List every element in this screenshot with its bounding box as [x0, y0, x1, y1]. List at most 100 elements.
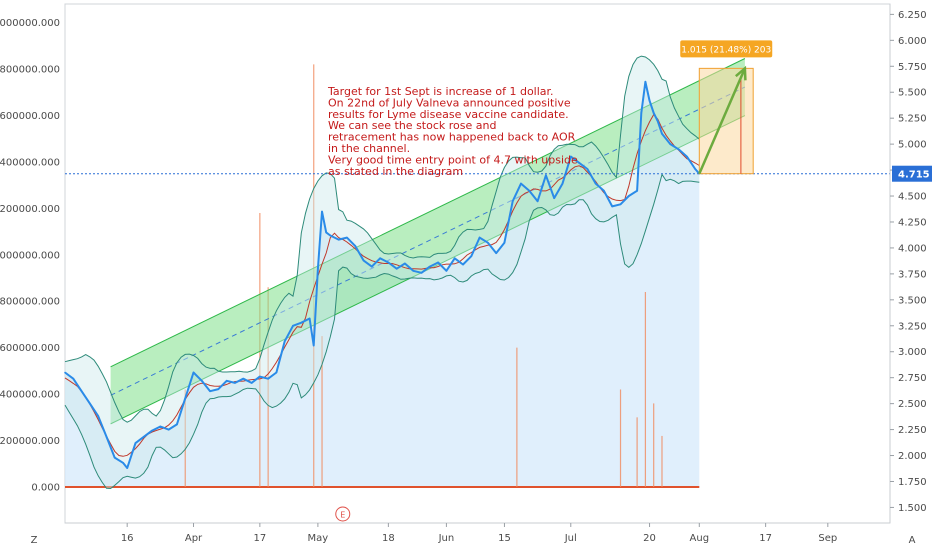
price-tick-label: 6.000	[898, 36, 927, 47]
volume-tick-label: 2000000.000	[0, 18, 60, 29]
price-tick-label: 3.000	[898, 347, 927, 358]
projection-arrow-head	[735, 65, 747, 81]
price-point	[640, 112, 643, 114]
price-point	[420, 272, 423, 274]
volume-tick-label: 0.000	[31, 483, 60, 494]
price-lines	[64, 80, 890, 469]
price-point	[308, 317, 311, 320]
volume-tick-label: 1400000.000	[0, 157, 60, 168]
price-tick-label: 4.250	[898, 217, 927, 228]
price-point	[511, 200, 514, 203]
price-point	[495, 252, 497, 254]
price-point	[611, 205, 614, 208]
price-point	[437, 261, 439, 264]
price-tick-label: 1.500	[898, 503, 927, 514]
price-point	[636, 190, 638, 192]
volume-bars	[65, 64, 700, 489]
annotation-line: We can see the stock rose and	[328, 119, 496, 132]
bollinger-fill	[65, 56, 700, 489]
price-point	[603, 190, 605, 192]
price-point	[462, 263, 464, 266]
price-point	[105, 436, 108, 438]
annotation-line: results for Lyme disease vaccine candida…	[328, 108, 569, 121]
price-point	[628, 195, 630, 197]
time-tick-label: Apr	[185, 533, 203, 544]
projection-label: 1.015 (21.48%) 203	[681, 45, 771, 55]
price-point	[259, 375, 261, 378]
annotation-line: On 22nd of July Valneva announced positi…	[328, 96, 571, 109]
volume-tick-label: 1800000.000	[0, 65, 60, 76]
price-point	[594, 182, 597, 185]
price-point	[176, 423, 178, 426]
price-point	[470, 255, 473, 258]
bollinger-bands	[64, 55, 700, 490]
price-point	[151, 429, 153, 432]
price-point	[72, 377, 75, 380]
time-tick-label: Aug	[690, 533, 710, 544]
time-tick-label: 17	[253, 533, 266, 544]
price-point	[569, 155, 572, 158]
price-point	[619, 203, 622, 206]
price-tick-label: 1.750	[898, 477, 927, 488]
price-point	[346, 236, 348, 239]
annotation-line: retracement has now happened back to AOR	[328, 131, 576, 144]
price-tick-label: 5.250	[898, 114, 927, 125]
volume-tick-label: 1600000.000	[0, 111, 60, 122]
price-point	[648, 99, 651, 102]
price-point	[292, 324, 294, 327]
price-point	[553, 197, 555, 199]
time-tick-label: 17	[759, 533, 772, 544]
price-point	[412, 269, 415, 272]
price-tick-label: 3.750	[898, 269, 927, 280]
price-point	[586, 168, 589, 170]
price-point	[184, 397, 187, 400]
price-point	[337, 238, 340, 241]
price-point	[209, 390, 211, 392]
price-point	[325, 231, 327, 234]
price-point	[126, 467, 128, 469]
price-point	[312, 344, 315, 347]
price-point	[113, 456, 116, 459]
price-point	[404, 262, 406, 265]
price-point	[395, 267, 398, 270]
price-point	[201, 379, 203, 382]
price-point	[379, 257, 381, 260]
price-point	[329, 234, 332, 237]
corner-label-right: A	[909, 535, 916, 546]
price-point	[644, 81, 647, 83]
price-point	[242, 377, 245, 380]
annotation-line: as stated in the diagram	[328, 165, 463, 178]
earnings-marker	[335, 506, 351, 522]
price-point	[142, 436, 145, 438]
price-point	[487, 241, 489, 244]
projection-label-box	[680, 40, 773, 58]
price-point	[80, 390, 83, 392]
price-point	[445, 269, 448, 272]
price-point	[657, 120, 659, 123]
price-point	[64, 371, 66, 374]
annotation-line: Very good time entry point of 4.7 with u…	[328, 153, 578, 166]
price-point	[561, 182, 564, 185]
price-tick-label: 3.250	[898, 321, 927, 332]
price-point	[453, 257, 456, 260]
price-point	[225, 379, 228, 382]
volume-tick-label: 1000000.000	[0, 250, 60, 261]
channel-upper-line	[110, 58, 746, 368]
price-point	[686, 155, 688, 158]
price-point	[134, 442, 137, 444]
price-point	[528, 190, 531, 192]
time-tick-label: 16	[121, 533, 134, 544]
price-point	[89, 402, 91, 405]
price-point	[300, 321, 303, 324]
price-tick-label: 3.500	[898, 295, 927, 306]
price-point	[669, 143, 672, 145]
price-point	[694, 168, 696, 170]
price-point	[387, 261, 390, 264]
volume-tick-label: 600000.000	[0, 343, 60, 354]
price-tick-label: 2.250	[898, 425, 927, 436]
price-point	[250, 382, 253, 384]
time-tick-label: 20	[643, 533, 656, 544]
price-point	[321, 210, 323, 213]
time-tick-label: May	[308, 533, 329, 544]
